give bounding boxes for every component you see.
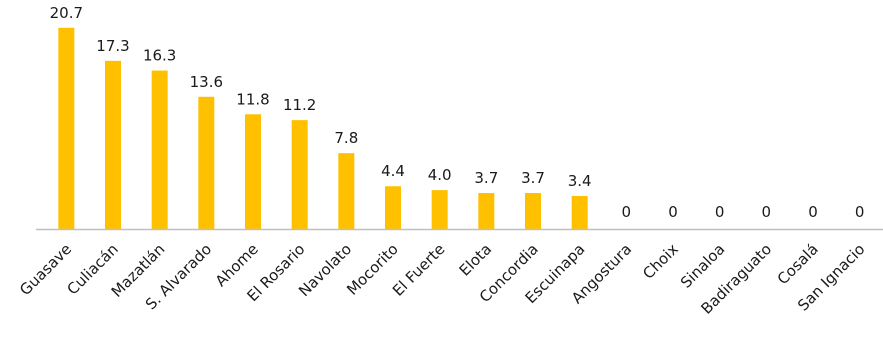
value-label-1: 17.3 <box>96 37 129 55</box>
value-label-9: 3.7 <box>474 169 498 187</box>
bars-group <box>58 27 588 230</box>
value-label-14: 0 <box>715 203 725 221</box>
value-label-2: 16.3 <box>143 47 176 65</box>
bar-4 <box>245 114 261 229</box>
category-label-0: Guasave <box>16 240 75 299</box>
value-label-16: 0 <box>808 203 818 221</box>
value-label-17: 0 <box>855 203 865 221</box>
bar-2 <box>151 70 168 230</box>
value-label-13: 0 <box>668 203 678 221</box>
value-label-3: 13.6 <box>190 73 223 91</box>
value-labels-group: 20.7 17.3 16.3 13.6 11.8 11.2 7.8 4.4 4.0 3.7 3.7 3… <box>50 4 865 221</box>
bar-6 <box>338 153 355 229</box>
category-label-9: Elota <box>456 240 496 280</box>
value-label-5: 11.2 <box>283 96 316 114</box>
value-label-4: 11.8 <box>236 90 269 108</box>
bar-11 <box>571 195 588 229</box>
value-label-8: 4.0 <box>428 166 452 184</box>
bar-7 <box>385 186 401 229</box>
bar-8 <box>431 190 448 229</box>
category-label-13: Choix <box>639 240 682 283</box>
bar-1 <box>105 60 121 229</box>
value-label-12: 0 <box>622 203 632 221</box>
value-label-7: 4.4 <box>381 162 405 180</box>
bar-10 <box>525 193 541 229</box>
value-label-10: 3.7 <box>521 169 545 187</box>
value-label-0: 20.7 <box>50 4 83 22</box>
bar-9 <box>478 193 495 229</box>
bar-5 <box>291 120 308 229</box>
value-label-11: 3.4 <box>568 172 592 190</box>
bar-0 <box>58 27 75 229</box>
bar-3 <box>198 96 215 229</box>
value-label-15: 0 <box>762 203 772 221</box>
value-label-6: 7.8 <box>334 129 358 147</box>
